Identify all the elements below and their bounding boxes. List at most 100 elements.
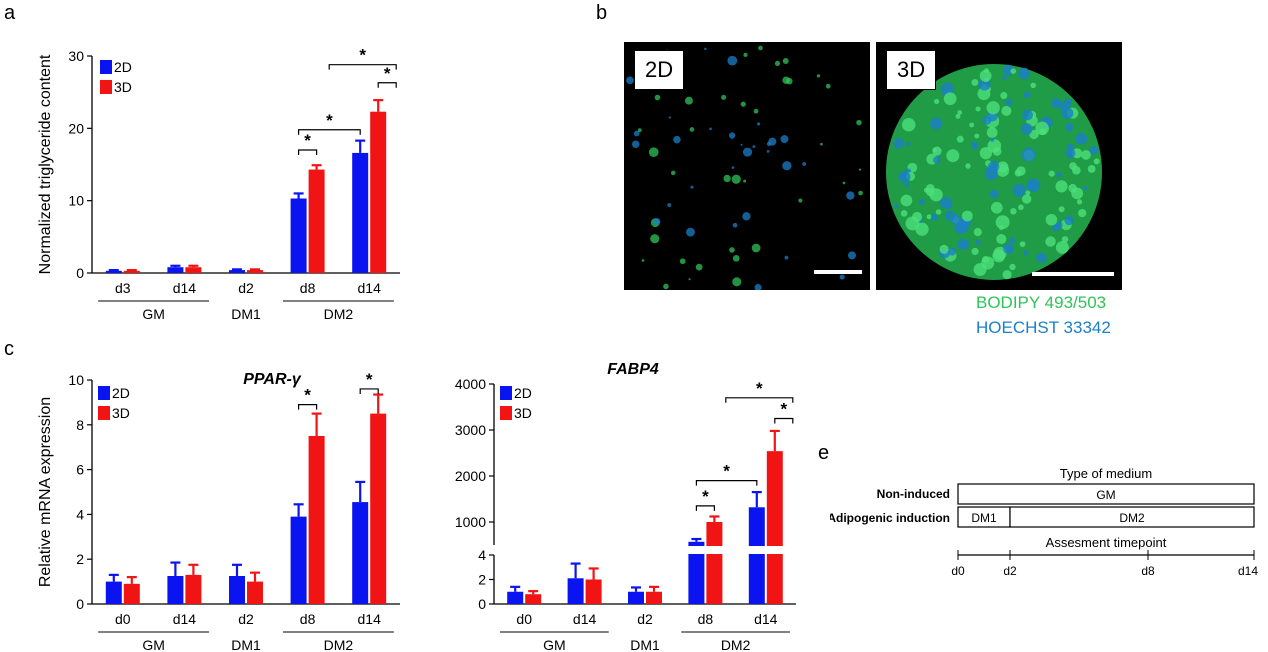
spheroid-cell bbox=[1036, 252, 1047, 264]
significance-star: * bbox=[702, 487, 709, 506]
significance-star: * bbox=[304, 131, 311, 150]
significance-bracket bbox=[695, 505, 715, 511]
legend-swatch-2D bbox=[98, 386, 110, 400]
y-tick-label: 3000 bbox=[455, 422, 486, 438]
panel-label-c: c bbox=[4, 338, 14, 360]
cell-spot bbox=[723, 174, 731, 183]
timeline-dm2-box-label: DM2 bbox=[1119, 511, 1145, 525]
legend-swatch-3D bbox=[100, 80, 112, 94]
group-label: DM1 bbox=[231, 306, 261, 322]
cell-spot bbox=[856, 119, 862, 126]
group-label: DM1 bbox=[630, 637, 660, 652]
cell-spot bbox=[782, 76, 790, 84]
significance-star: * bbox=[723, 462, 730, 481]
cell-spot bbox=[782, 57, 789, 64]
significance-bracket bbox=[298, 404, 318, 410]
y-tick-label: 1000 bbox=[455, 514, 486, 530]
timeline-dm1-box-label: DM1 bbox=[971, 511, 997, 525]
spheroid-cell bbox=[1058, 206, 1065, 213]
x-tick-label: d8 bbox=[300, 280, 316, 296]
spheroid-cell bbox=[1019, 241, 1026, 247]
cell-spot bbox=[688, 278, 691, 281]
spheroid-cell bbox=[1081, 150, 1091, 160]
spheroid-cell bbox=[1002, 64, 1014, 76]
pparg-chart: 0 2 4 6 8 10 Relative mRNA expression d0 d14 d2 d8… bbox=[37, 370, 400, 652]
significance-bracket bbox=[377, 82, 397, 88]
y-tick-label: 2000 bbox=[455, 468, 486, 484]
y-tick-label: 2 bbox=[478, 572, 486, 588]
spheroid-cell bbox=[904, 182, 910, 188]
timeline-adipogenic-label: Adipogenic induction bbox=[830, 511, 950, 525]
bar-2D-d14 bbox=[167, 576, 184, 604]
bar-3D-d14 bbox=[585, 579, 602, 604]
spheroid-cell bbox=[1083, 186, 1088, 191]
significance-bracket bbox=[359, 388, 379, 394]
spheroid-cell bbox=[1002, 75, 1007, 81]
bar-3D-d2 bbox=[646, 591, 662, 604]
y-tick-label: 20 bbox=[68, 120, 84, 136]
cell-spot bbox=[774, 60, 781, 67]
cell-spot bbox=[686, 227, 695, 237]
y-tick-label: 0 bbox=[478, 596, 486, 612]
cell-spot bbox=[637, 128, 642, 133]
cell-spot bbox=[695, 263, 703, 271]
spheroid-cell bbox=[1089, 145, 1099, 155]
cell-spot bbox=[732, 277, 742, 287]
bar-2D-d14 bbox=[352, 502, 369, 604]
cell-spot bbox=[667, 203, 672, 208]
spheroid-cell bbox=[986, 127, 998, 138]
x-tick-label: d14 bbox=[173, 611, 197, 627]
bar-2D-d8 bbox=[290, 516, 307, 604]
spheroid-cell bbox=[996, 233, 1007, 245]
y-tick-label: 10 bbox=[68, 372, 84, 388]
bar-3D-d14 bbox=[185, 574, 202, 604]
spheroid-cell bbox=[1072, 166, 1081, 175]
spheroid-cell bbox=[1078, 208, 1087, 218]
spheroid-cell bbox=[1065, 148, 1076, 159]
spheroid-cell bbox=[901, 117, 916, 132]
spheroid-cell bbox=[1055, 241, 1069, 254]
x-tick-label: d2 bbox=[238, 280, 254, 296]
x-tick-label: d14 bbox=[173, 280, 197, 296]
spheroid-cell bbox=[1030, 82, 1037, 89]
group-label: GM bbox=[543, 637, 566, 652]
bar-2D-d14 bbox=[352, 152, 369, 273]
significance-bracket bbox=[298, 129, 361, 135]
x-tick-label: d8 bbox=[698, 611, 714, 627]
spheroid-cell bbox=[1093, 158, 1100, 165]
cell-spot bbox=[858, 190, 863, 196]
bar-3D-d8 bbox=[308, 436, 325, 604]
spheroid-cell bbox=[971, 247, 979, 256]
spheroid-cell bbox=[905, 141, 911, 147]
axis-break-gap bbox=[488, 546, 796, 554]
cell-spot bbox=[663, 283, 669, 290]
spheroid-cell bbox=[1018, 67, 1030, 80]
spheroid-cell bbox=[1061, 107, 1074, 120]
spheroid-cell bbox=[979, 69, 992, 82]
micrograph-2d-image bbox=[626, 45, 863, 290]
spheroid-cell bbox=[981, 256, 995, 270]
bar-3D-d2 bbox=[247, 270, 263, 273]
x-tick-label: d14 bbox=[754, 611, 778, 627]
x-tick-label: d0 bbox=[516, 611, 532, 627]
spheroid-cell bbox=[1048, 170, 1055, 177]
spheroid-cell bbox=[986, 101, 1000, 115]
spheroid-cell bbox=[933, 156, 941, 164]
bar-3D-d14 bbox=[766, 451, 783, 604]
cell-spot bbox=[654, 94, 661, 101]
cell-spot bbox=[673, 135, 681, 144]
cell-spot bbox=[820, 142, 823, 146]
micrograph-3d-tag: 3D bbox=[886, 50, 937, 90]
spheroid-cell bbox=[1009, 263, 1016, 271]
spheroid-cell bbox=[1055, 221, 1063, 229]
spheroid-cell bbox=[1012, 183, 1026, 197]
cell-spot bbox=[784, 255, 789, 260]
cell-spot bbox=[648, 147, 659, 157]
cell-spot bbox=[729, 247, 735, 253]
cell-spot bbox=[839, 274, 845, 280]
spheroid-cell bbox=[930, 213, 938, 221]
spheroid-cell bbox=[1045, 213, 1058, 226]
spheroid-cell bbox=[975, 106, 981, 112]
cell-spot bbox=[768, 137, 777, 146]
legend-label-3D: 3D bbox=[114, 79, 132, 95]
